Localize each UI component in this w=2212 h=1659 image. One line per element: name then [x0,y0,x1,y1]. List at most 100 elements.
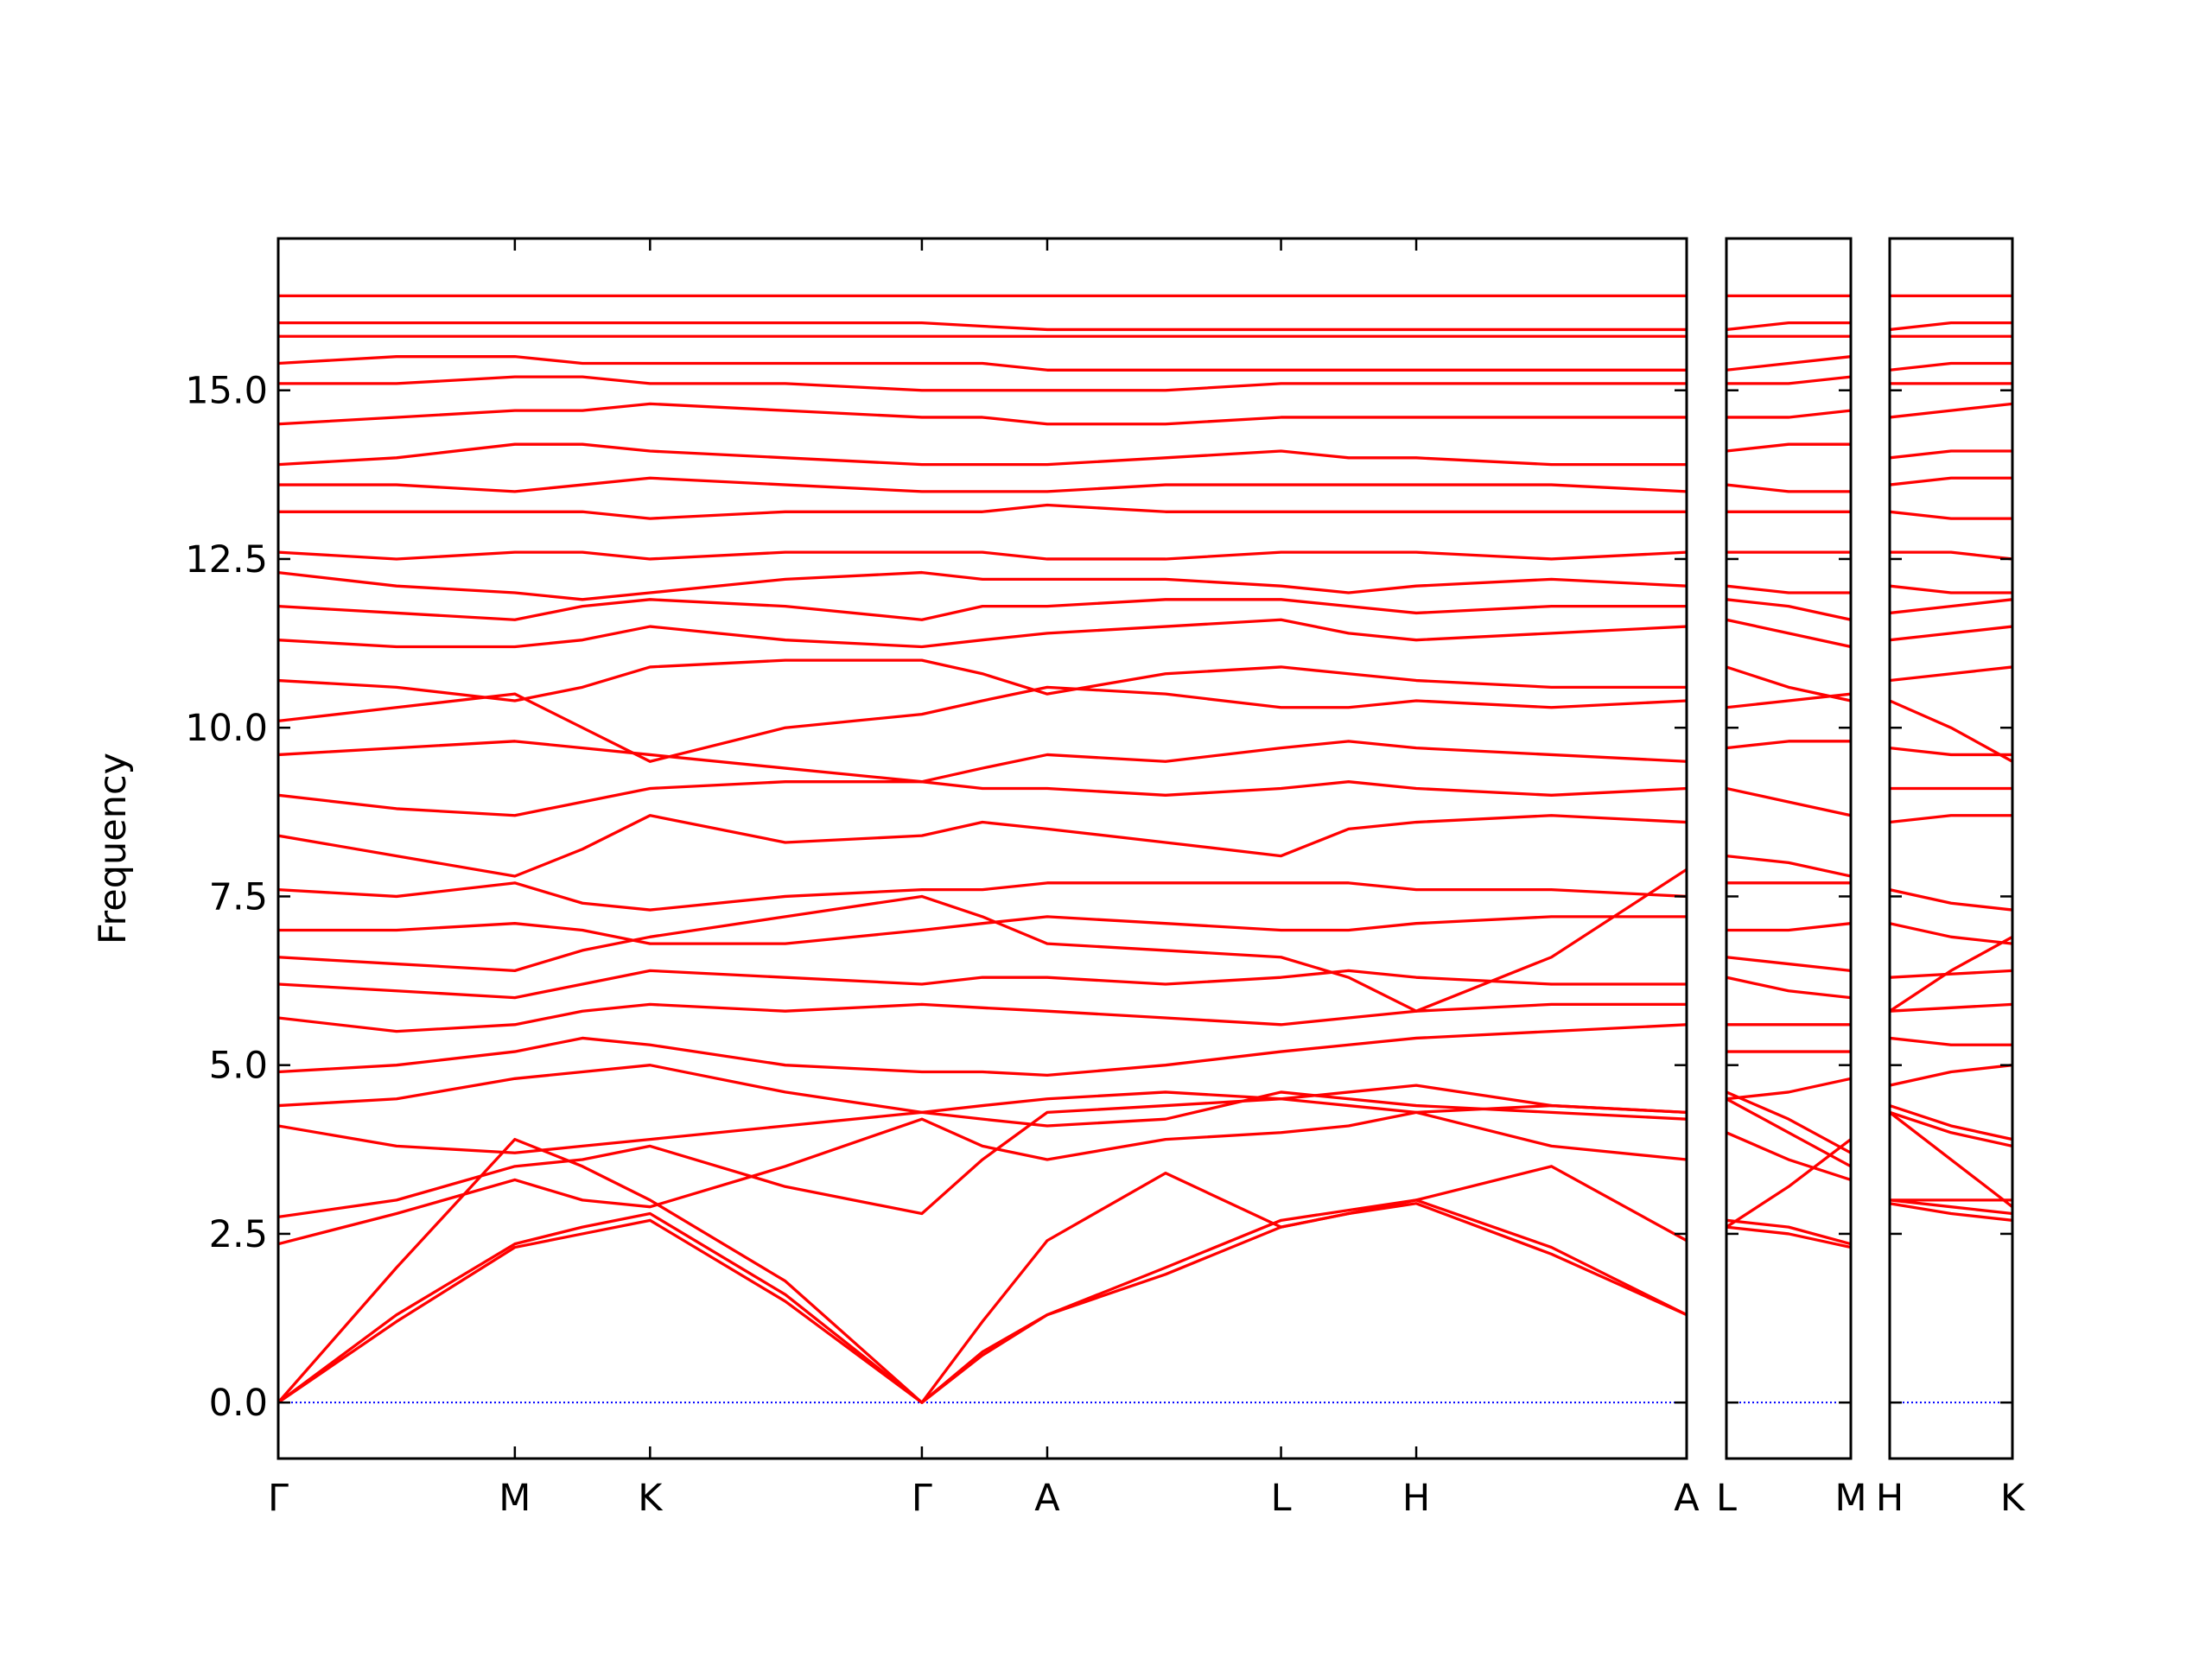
x-tick-label: A [1034,1477,1060,1520]
band-line [278,881,1687,912]
x-tick-label: L [1271,1477,1292,1520]
band-line [1726,618,1851,649]
band-line [278,1137,1687,1404]
band-line [1890,1110,2012,1148]
band-line [278,1198,1687,1404]
band-line [1726,665,1851,702]
band-line [278,1202,1687,1404]
y-tick-label: 0.0 [209,1382,268,1425]
y-tick-label: 7.5 [209,875,268,918]
y-axis-label: Frequency [92,753,135,944]
band-line [1890,598,2012,615]
band-line [1726,1131,1851,1182]
x-tick-label: H [1876,1477,1904,1520]
band-line [1726,956,1851,973]
band-line [1890,665,2012,683]
band-line [1890,550,2012,561]
band-line [1890,402,2012,419]
band-line [278,915,1687,945]
y-tick-label: 12.5 [185,538,268,582]
band-line [1890,935,2012,1013]
band-line [278,1090,1687,1154]
band-line [1890,1202,2012,1222]
x-tick-label: Γ [912,1477,932,1520]
band-line [278,476,1687,493]
band-line [1726,1077,1851,1101]
x-tick-label: L [1716,1477,1737,1520]
plot-area [1890,294,2012,1404]
plot-area [1726,294,1851,1404]
band-line [278,570,1687,601]
band-line [278,598,1687,621]
band-line [278,355,1687,372]
band-line [278,1023,1687,1077]
band-line [1890,969,2012,979]
x-tick-label: K [638,1477,664,1520]
band-line [1890,1064,2012,1087]
band-line [1726,1138,1851,1229]
band-line [1890,746,2012,757]
x-tick-label: K [2000,1477,2026,1520]
band-line [1890,449,2012,460]
band-line [1726,409,1851,419]
band-line [1726,598,1851,621]
band-line [1890,888,2012,912]
band-line [1890,584,2012,594]
band-line [278,1064,1687,1115]
band-line [278,375,1687,392]
band-line [1890,321,2012,332]
band-line [1726,1218,1851,1246]
band-line [278,1103,1687,1246]
band-line [1726,1097,1851,1168]
band-line [1890,1036,2012,1046]
band-line [1890,1198,2012,1216]
band-line [1726,922,1851,932]
band-line [1726,786,1851,817]
band-line [1890,814,2012,824]
plot-frame [1888,237,2014,1460]
y-tick-label: 2.5 [209,1213,268,1256]
band-line [1726,584,1851,594]
band-line [278,1097,1687,1219]
band-line [278,402,1687,426]
band-line [1890,1002,2012,1013]
band-line [278,503,1687,520]
band-line [1726,321,1851,332]
plot-frame [1725,237,1853,1460]
x-tick-label: Γ [268,1477,289,1520]
band-line [1726,740,1851,750]
band-line [278,618,1687,649]
band-line [278,658,1687,702]
band-line [1726,483,1851,493]
band-line [1726,442,1851,453]
x-tick-label: M [499,1477,531,1520]
band-line [1890,922,2012,945]
x-tick-label: M [1834,1477,1866,1520]
band-line [278,685,1687,763]
plot-frame [276,237,1688,1460]
band-line [1890,510,2012,520]
band-line [278,868,1687,1013]
y-tick-label: 10.0 [185,707,268,750]
band-line [278,321,1687,332]
band-line [278,814,1687,878]
y-tick-label: 15.0 [185,370,268,413]
y-tick-label: 5.0 [209,1045,268,1088]
band-line [1726,1090,1851,1154]
band-line [1890,361,2012,372]
band-line [278,1002,1687,1033]
band-line [278,442,1687,467]
band-line [278,550,1687,561]
band-line [1890,625,2012,642]
x-tick-label: H [1402,1477,1430,1520]
band-line [1890,476,2012,486]
x-tick-label: A [1674,1477,1700,1520]
band-line [1726,375,1851,385]
band-line [1726,355,1851,372]
band-line [1726,854,1851,878]
band-line [278,780,1687,817]
band-line [278,740,1687,784]
band-line [1726,1225,1851,1249]
